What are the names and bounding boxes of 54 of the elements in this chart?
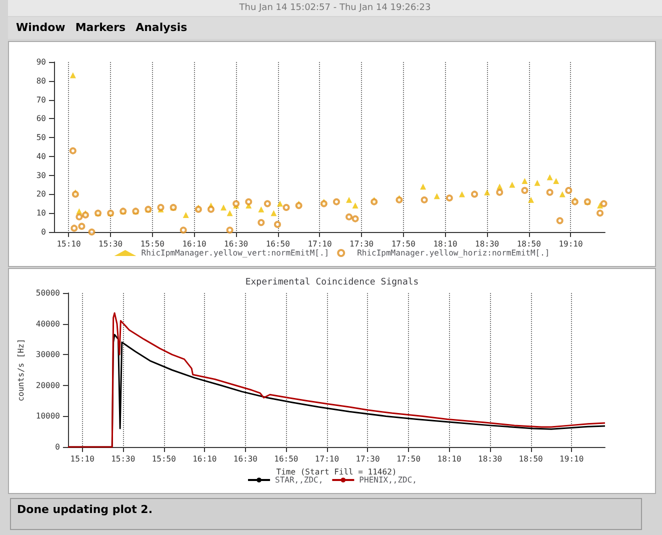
x-tick-label: 15:50 [140,240,165,248]
x-tick-label: 18:50 [518,454,544,464]
legend-label: RhicIpmManager.yellow_horiz:normEmitM[.] [357,248,550,258]
legend-label: RhicIpmManager.yellow_vert:normEmitM[.] [141,248,330,258]
text: Markers [75,21,126,34]
x-tick-label: 16:30 [233,454,258,464]
x-axis-title: Time (Start Fill = 11462) [276,467,397,476]
x-tick-label: 15:10 [56,240,81,248]
x-tick-label: 17:10 [314,454,340,464]
y-tick-label: 80 [36,76,46,86]
y-tick-label: 30000 [36,350,60,360]
text: Thu Jan 14 15:02:57 - Thu Jan 14 19:26:23 [8,0,662,16]
y-tick-label: 30 [36,170,46,180]
x-tick-label: 17:50 [396,454,421,464]
text: Done updating plot 2. [10,498,642,530]
x-tick-label: 18:30 [475,240,500,248]
x-tick-label: 17:30 [350,240,374,248]
y-tick-label: 0 [55,442,60,452]
y-tick-label: 60 [36,114,46,124]
y-tick-label: 90 [36,58,46,66]
x-tick-label: 16:50 [274,454,298,464]
x-tick-label: 18:50 [516,240,542,248]
y-tick-label: 40000 [36,319,60,328]
x-tick-label: 18:10 [437,454,462,464]
y-tick-label: 20 [36,190,46,199]
legend-label: PHENIX,,ZDC, [359,476,417,484]
x-tick-label: 16:10 [182,240,206,248]
y-tick-label: 50000 [36,288,60,298]
y-tick-label: 40 [36,152,46,161]
text: Window [16,21,66,34]
x-tick-label: 16:30 [224,240,248,248]
x-tick-label: 19:10 [558,240,583,248]
y-tick-label: 10 [36,208,46,218]
x-tick-label: 15:30 [111,454,136,464]
x-tick-label: 16:10 [192,454,217,464]
y-tick-label: 50 [36,133,46,142]
x-tick-label: 16:50 [266,240,290,248]
y-tick-label: 0 [41,228,46,236]
x-tick-label: 15:10 [70,454,95,464]
x-tick-label: 15:30 [98,240,123,248]
x-tick-label: 15:50 [152,454,176,464]
y-tick-label: 70 [36,95,46,104]
chart-title: Experimental Coincidence Signals [245,278,419,288]
y-tick-label: 20000 [36,380,60,390]
x-tick-label: 17:50 [391,240,416,248]
x-tick-label: 17:30 [356,454,380,464]
text: Analysis [136,21,188,34]
y-axis-title: counts/s [Hz] [16,338,26,402]
y-tick-label: 10000 [36,412,60,421]
legend-label: STAR,,ZDC, [275,476,324,484]
x-tick-label: 17:10 [308,240,332,248]
x-tick-label: 18:10 [433,240,458,248]
x-tick-label: 19:10 [560,454,584,464]
x-tick-label: 18:30 [478,454,502,464]
